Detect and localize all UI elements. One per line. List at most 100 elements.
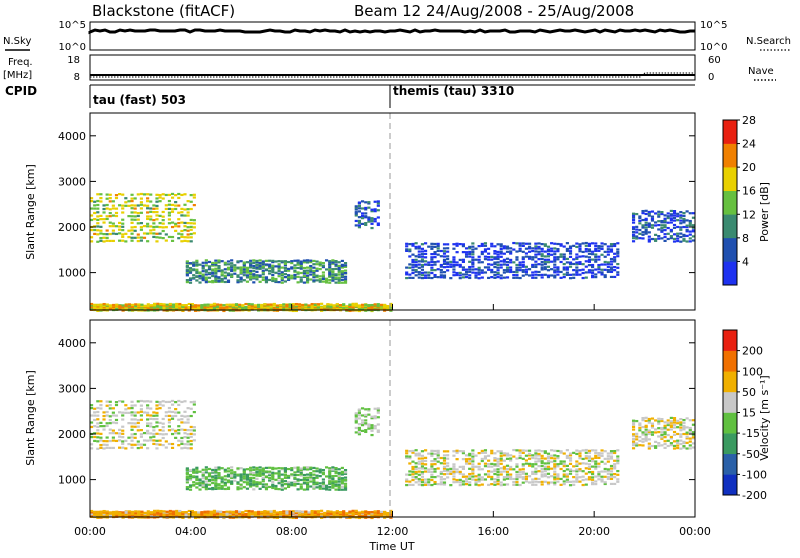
power-cell xyxy=(118,204,121,206)
power-cell xyxy=(115,212,118,214)
power-cell xyxy=(364,215,367,217)
velocity-cell xyxy=(222,511,225,513)
power-cell xyxy=(437,247,440,249)
power-cell xyxy=(424,256,427,258)
power-cell xyxy=(205,269,208,271)
power-cell xyxy=(134,219,137,221)
velocity-cell xyxy=(506,465,509,467)
velocity-cell xyxy=(96,448,99,450)
power-cell xyxy=(496,253,499,255)
velocity-cell xyxy=(569,463,572,465)
velocity-cell xyxy=(281,474,284,476)
velocity-cell xyxy=(367,414,370,416)
power-cell xyxy=(594,250,597,252)
power-cell xyxy=(364,207,367,209)
velocity-cell xyxy=(531,465,534,467)
velocity-cell xyxy=(541,473,544,475)
velocity-cell xyxy=(449,468,452,470)
power-cell xyxy=(471,256,474,258)
power-cell xyxy=(153,303,156,305)
velocity-cell xyxy=(531,473,534,475)
velocity-cell xyxy=(155,433,158,435)
velocity-cell xyxy=(194,511,197,513)
velocity-cell xyxy=(503,452,506,454)
velocity-cell xyxy=(274,472,277,474)
power-cell xyxy=(547,259,550,261)
power-cell xyxy=(131,304,134,306)
velocity-cell xyxy=(268,477,271,479)
power-cell xyxy=(496,276,499,278)
velocity-cell xyxy=(588,478,591,480)
velocity-cell xyxy=(566,473,569,475)
velocity-cell xyxy=(506,453,509,455)
velocity-cell xyxy=(152,415,155,417)
velocity-cell xyxy=(271,478,274,480)
power-cell xyxy=(195,272,198,274)
power-cell xyxy=(309,269,312,271)
power-cell xyxy=(271,260,274,262)
power-cell xyxy=(563,273,566,275)
power-cell xyxy=(487,269,490,271)
velocity-cell xyxy=(124,447,127,449)
velocity-cell xyxy=(183,415,186,417)
velocity-cell xyxy=(180,418,183,420)
velocity-cell xyxy=(667,434,670,436)
power-cell xyxy=(534,261,537,263)
power-cell xyxy=(240,260,243,262)
power-cell xyxy=(127,205,130,207)
velocity-cell xyxy=(670,442,673,444)
power-cell xyxy=(651,210,654,212)
power-cell xyxy=(106,240,109,242)
velocity-cell xyxy=(325,475,328,477)
velocity-cell xyxy=(578,481,581,483)
power-cell xyxy=(152,222,155,224)
power-cell xyxy=(102,208,105,210)
velocity-cell xyxy=(285,511,288,513)
power-cell xyxy=(192,268,195,270)
power-cell xyxy=(506,258,509,260)
power-cell xyxy=(149,225,152,227)
power-cell xyxy=(297,271,300,273)
power-cell xyxy=(506,246,509,248)
power-cell xyxy=(352,303,355,305)
power-cell xyxy=(493,277,496,279)
power-cell xyxy=(430,253,433,255)
power-cell xyxy=(124,240,127,242)
power-cell xyxy=(541,276,544,278)
power-cell xyxy=(689,231,692,233)
velocity-cell xyxy=(600,449,603,451)
velocity-cell xyxy=(236,467,239,469)
velocity-cell xyxy=(446,458,449,460)
power-cell xyxy=(660,229,663,231)
power-cell xyxy=(271,277,274,279)
velocity-cell xyxy=(255,478,258,480)
power-cell xyxy=(673,214,676,216)
velocity-cell xyxy=(610,478,613,480)
velocity-cell xyxy=(645,417,648,419)
power-cell xyxy=(122,304,125,306)
power-cell xyxy=(487,277,490,279)
power-cell xyxy=(600,271,603,273)
power-cell xyxy=(159,200,162,202)
velocity-cell xyxy=(168,407,171,409)
power-cell xyxy=(427,246,430,248)
power-cell xyxy=(534,243,537,245)
velocity-cell xyxy=(290,469,293,471)
power-cell xyxy=(468,251,471,253)
velocity-cell xyxy=(243,486,246,488)
power-cell xyxy=(503,247,506,249)
power-cell xyxy=(462,273,465,275)
velocity-cell xyxy=(217,468,220,470)
power-cell xyxy=(93,233,96,235)
velocity-cell xyxy=(93,436,96,438)
velocity-cell xyxy=(180,440,183,442)
power-cell xyxy=(165,204,168,206)
power-cell xyxy=(315,279,318,281)
power-cell xyxy=(344,272,347,274)
velocity-cell xyxy=(547,460,550,462)
power-cell xyxy=(597,245,600,247)
velocity-cell xyxy=(162,418,165,420)
velocity-cell xyxy=(93,414,96,416)
velocity-cell xyxy=(673,445,676,447)
power-cell xyxy=(328,282,331,284)
